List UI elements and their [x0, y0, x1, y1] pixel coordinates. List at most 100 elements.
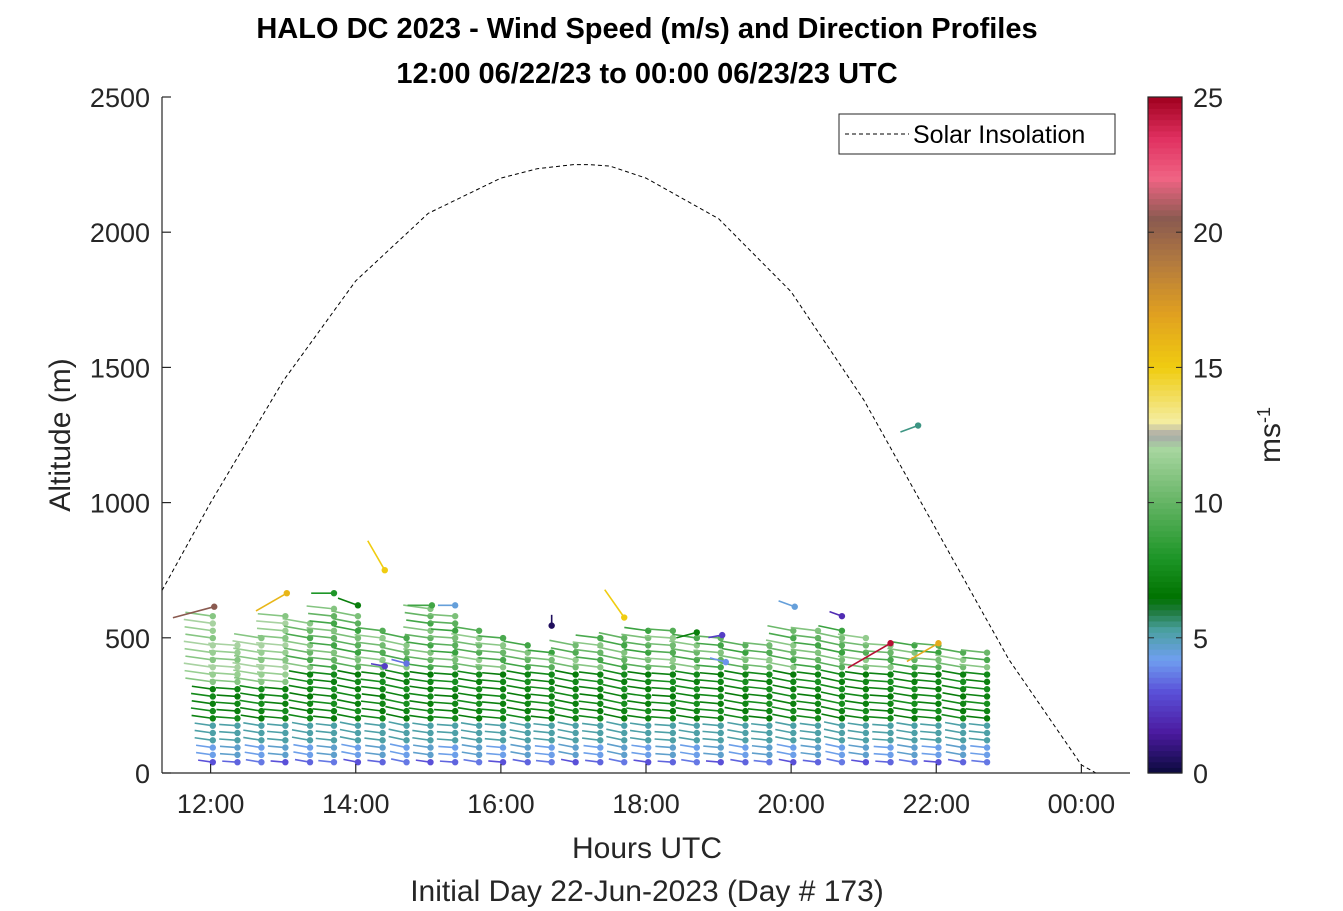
wind-barb [699, 671, 724, 678]
wind-barb-shaft [475, 642, 504, 647]
wind-barb-dot [209, 627, 216, 634]
wind-barb-shaft [288, 670, 311, 676]
wind-barb-dot [983, 656, 991, 664]
wind-barb [815, 653, 846, 664]
wind-barb [184, 626, 216, 634]
wind-barb-shaft [184, 647, 213, 654]
colorbar-segment [1148, 649, 1182, 656]
colorbar-segment [1148, 367, 1182, 374]
wind-barb-shaft [308, 612, 335, 617]
wind-barb-dot [717, 729, 724, 737]
wind-barb-shaft [361, 685, 383, 690]
wind-barb-dot [428, 602, 436, 609]
wind-barb-shaft [367, 540, 386, 571]
wind-barb-dot [572, 685, 579, 693]
wind-barb-shaft [844, 678, 866, 683]
colorbar-segment [1148, 440, 1182, 447]
wind-barb-dot [548, 685, 555, 693]
wind-barb-dot [354, 620, 362, 627]
wind-barb [288, 699, 314, 707]
wind-barb-shaft [868, 716, 891, 720]
wind-barb [699, 715, 724, 722]
wind-barb-shaft [865, 657, 891, 661]
wind-barb [460, 736, 483, 744]
wind-barb-dot [379, 685, 386, 693]
colorbar-segment [1148, 350, 1182, 357]
wind-barb-shaft [379, 660, 407, 669]
wind-barb-dot [814, 642, 822, 649]
wind-barb-outlier [548, 614, 555, 629]
wind-barb-shaft [481, 701, 504, 705]
wind-barb [216, 693, 241, 700]
wind-barb-dot [403, 671, 410, 678]
wind-barb-shaft [627, 685, 649, 690]
wind-barb [312, 693, 338, 700]
wind-barb-shaft [892, 670, 915, 676]
wind-barb-shaft [748, 715, 770, 720]
wind-barb-dot [209, 737, 216, 744]
colorbar-segment [1148, 311, 1182, 318]
wind-barb-shaft [699, 686, 721, 690]
wind-barb-shaft [356, 663, 383, 669]
wind-barb-shaft [190, 692, 213, 698]
wind-barb-dot [282, 700, 289, 707]
wind-barb [893, 677, 918, 686]
wind-barb [657, 758, 677, 766]
wind-barb [579, 707, 604, 715]
wind-barb-shaft [723, 677, 746, 683]
wind-barb [575, 656, 604, 664]
wind-barb [510, 751, 531, 759]
wind-barb-shaft [481, 715, 504, 720]
wind-barb-shaft [747, 693, 770, 698]
wind-barb-shaft [360, 700, 383, 705]
wind-barb-shaft [747, 708, 770, 712]
wind-barb-shaft [313, 715, 335, 720]
wind-barb-dot [838, 634, 846, 642]
wind-barb [183, 618, 216, 627]
colorbar [1147, 96, 1183, 774]
wind-barb [970, 751, 991, 759]
wind-barb-dot [282, 671, 289, 678]
wind-barb-dot [621, 656, 628, 664]
colorbar-segment [1148, 418, 1182, 425]
wind-barb [728, 751, 749, 759]
legend: Solar Insolation [838, 113, 1116, 155]
wind-barb [291, 736, 314, 744]
wind-barb [578, 714, 604, 722]
wind-barb-shaft [385, 705, 407, 712]
wind-barb-dot [911, 700, 918, 707]
wind-barb [332, 639, 362, 649]
wind-barb [727, 736, 749, 744]
wind-barb [744, 649, 773, 656]
wind-barb-shaft [288, 713, 311, 720]
wind-barb-shaft [578, 714, 601, 720]
wind-barb-dot [983, 744, 991, 751]
wind-barb-dot [621, 722, 628, 729]
colorbar-segment [1148, 249, 1182, 256]
wind-barb [547, 653, 579, 664]
wind-barb-dot [983, 664, 991, 671]
wind-barb-shaft [549, 639, 576, 647]
x-tick-label: 12:00 [177, 789, 245, 819]
wind-barb [385, 713, 410, 722]
wind-barb [339, 728, 362, 737]
wind-barb-dot [862, 634, 870, 642]
wind-barb-dot [258, 737, 265, 744]
wind-barb-dot [572, 715, 579, 722]
wind-barb-dot [644, 715, 652, 722]
wind-barb-shaft [771, 691, 794, 698]
wind-barb-shaft [624, 626, 649, 632]
wind-barb [216, 707, 241, 715]
wind-barb-shaft [747, 700, 770, 705]
wind-barb-shaft [550, 647, 576, 654]
wind-barb-dot [693, 707, 700, 715]
wind-barb-dot [644, 678, 652, 686]
colorbar-segment [1148, 677, 1182, 684]
wind-barb [602, 669, 628, 678]
wind-barb-dot [838, 707, 846, 715]
wind-barb-dot [572, 729, 579, 737]
wind-barb-dot [234, 715, 241, 722]
wind-barb [897, 744, 918, 751]
wind-barb [959, 663, 991, 671]
